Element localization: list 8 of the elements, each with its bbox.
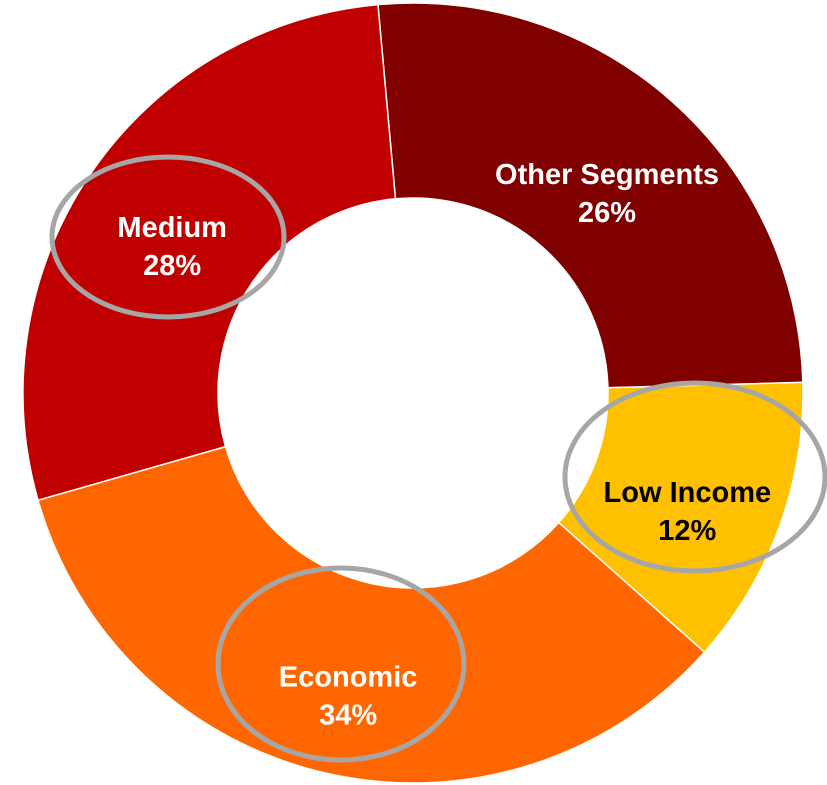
slice-label: Low Income — [604, 477, 772, 510]
slice-label: Medium — [117, 212, 227, 244]
data-label: 12% — [658, 515, 717, 548]
slice-label: Economic — [278, 662, 418, 694]
data-label: 34% — [319, 700, 378, 732]
slice-label: Other Segments — [495, 158, 720, 191]
data-label: 28% — [143, 250, 202, 282]
data-label: 26% — [578, 196, 636, 229]
